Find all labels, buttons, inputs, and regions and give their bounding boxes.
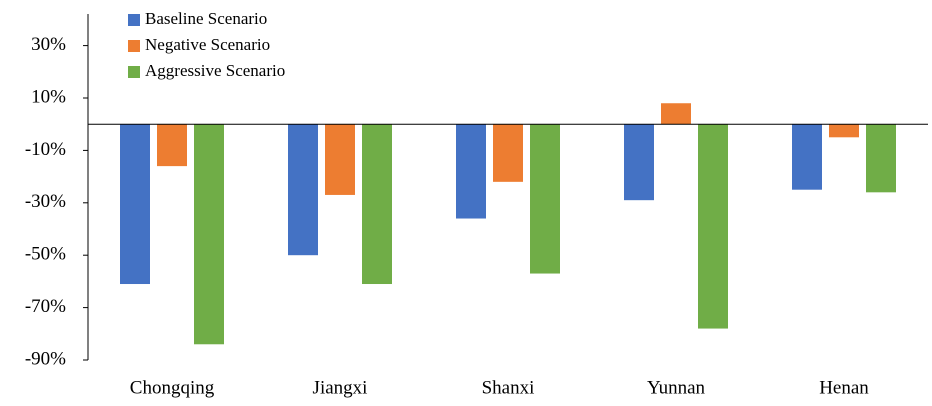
bar <box>120 124 150 285</box>
legend-label: Negative Scenario <box>145 35 270 54</box>
legend-label: Baseline Scenario <box>145 9 267 28</box>
bar <box>698 124 728 329</box>
bar <box>456 124 486 219</box>
bar <box>624 124 654 201</box>
bar <box>194 124 224 345</box>
y-tick-label: -70% <box>25 296 66 317</box>
bar <box>362 124 392 285</box>
x-tick-label: Shanxi <box>482 377 535 398</box>
y-tick-label: -90% <box>25 348 66 369</box>
bar <box>530 124 560 274</box>
bar <box>325 124 355 195</box>
x-tick-label: Chongqing <box>130 377 215 398</box>
legend-label: Aggressive Scenario <box>145 61 285 80</box>
bar <box>661 103 691 125</box>
bar <box>829 124 859 138</box>
bar <box>288 124 318 256</box>
y-tick-label: 10% <box>31 86 66 107</box>
legend-swatch <box>128 14 140 26</box>
y-tick-label: -10% <box>25 139 66 160</box>
bar <box>493 124 523 182</box>
y-tick-label: 30% <box>31 34 66 55</box>
bar <box>866 124 896 193</box>
x-tick-label: Yunnan <box>647 377 706 398</box>
bar <box>792 124 822 190</box>
x-tick-label: Jiangxi <box>313 377 368 398</box>
legend-swatch <box>128 40 140 52</box>
y-tick-label: -30% <box>25 191 66 212</box>
x-tick-label: Henan <box>819 377 869 398</box>
y-tick-label: -50% <box>25 244 66 265</box>
bar <box>157 124 187 167</box>
legend-swatch <box>128 66 140 78</box>
